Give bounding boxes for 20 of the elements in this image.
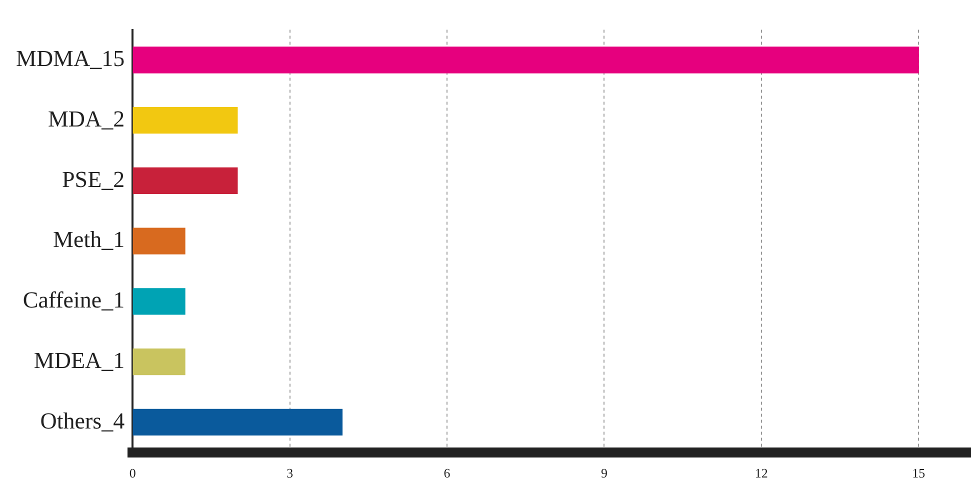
bar [132,288,186,315]
y-tick-label: MDEA_1 [34,348,125,373]
y-tick-label: MDA_2 [48,106,125,132]
x-tick-label: 15 [912,466,926,481]
bar [132,348,186,376]
y-tick-label: MDMA_15 [16,46,125,72]
bar [132,228,186,254]
bar [132,167,238,194]
bar [132,107,238,134]
y-tick-label: Meth_1 [53,227,125,252]
x-tick-label: 9 [600,466,608,481]
bar [132,408,343,436]
y-tick-label: PSE_2 [62,166,125,192]
x-tick-label: 3 [286,466,294,481]
bar [132,46,919,74]
x-tick-label: 0 [129,466,136,481]
x-tick-label: 6 [444,466,451,481]
y-tick-label: Caffeine_1 [22,288,125,313]
x-tick-label: 12 [754,466,768,481]
y-tick-label: Others_4 [40,408,126,434]
